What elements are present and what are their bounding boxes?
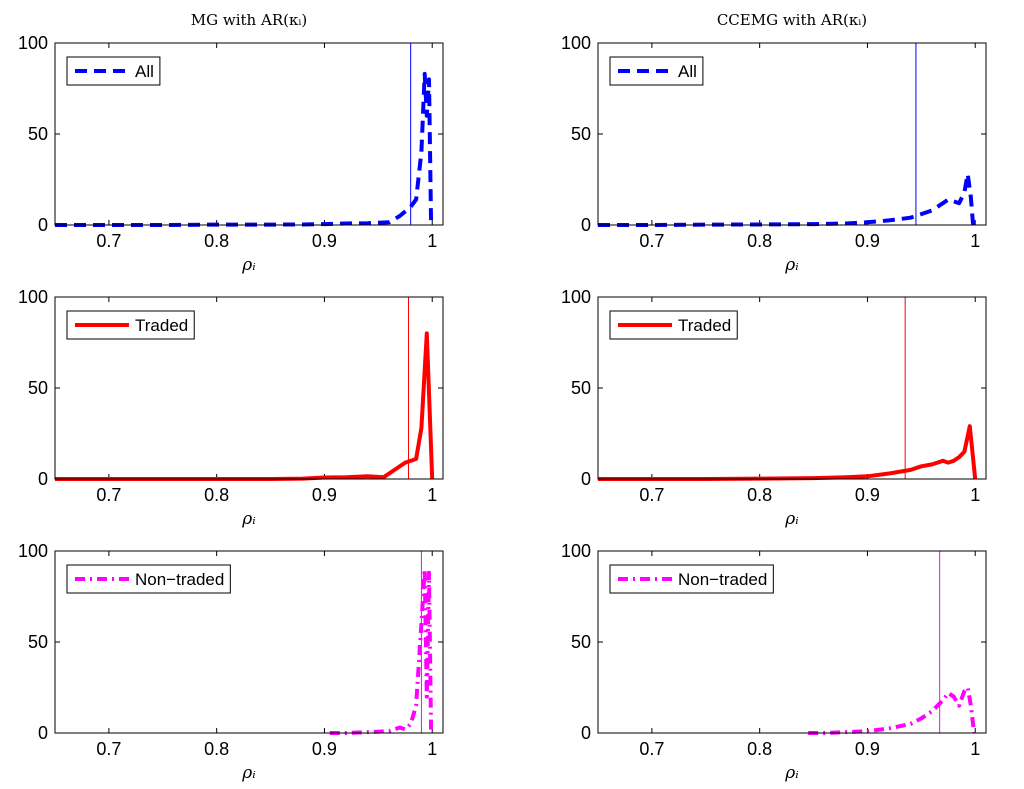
- x-tick-label: 0.9: [855, 739, 880, 759]
- series-line-non-traded: [808, 685, 977, 735]
- x-tick-label: 1: [427, 231, 437, 251]
- x-axis-label: ρᵢ: [241, 255, 255, 275]
- y-tick-label: 100: [561, 287, 591, 307]
- axes-frame: [597, 296, 987, 480]
- x-axis-label: ρᵢ: [241, 509, 255, 529]
- legend: Traded: [66, 310, 195, 340]
- x-axis-label: ρᵢ: [784, 763, 798, 783]
- legend-box: [66, 564, 231, 594]
- x-tick-label: 1: [970, 739, 980, 759]
- y-tick-label: 0: [38, 723, 48, 743]
- x-tick-label: 0.9: [312, 485, 337, 505]
- y-tick-label: 0: [581, 215, 591, 235]
- column-title-ccemg: CCEMG with AR(κᵢ): [717, 11, 867, 29]
- legend-label: All: [135, 62, 154, 81]
- column-title-mg: MG with AR(κᵢ): [191, 11, 307, 29]
- series-line-non-traded: [329, 567, 434, 735]
- x-tick-label: 0.8: [204, 485, 229, 505]
- legend: Non−traded: [66, 564, 231, 594]
- y-tick-label: 100: [18, 33, 48, 53]
- x-tick-label: 0.8: [747, 231, 772, 251]
- legend-label: Non−traded: [135, 570, 224, 589]
- y-tick-label: 0: [38, 469, 48, 489]
- legend: Traded: [609, 310, 738, 340]
- x-tick-label: 0.7: [639, 485, 664, 505]
- x-tick-label: 0.7: [96, 485, 121, 505]
- y-tick-label: 50: [571, 378, 591, 398]
- y-tick-label: 50: [571, 632, 591, 652]
- x-tick-label: 0.8: [204, 231, 229, 251]
- y-tick-label: 50: [28, 632, 48, 652]
- x-tick-label: 1: [970, 231, 980, 251]
- legend-box: [609, 564, 774, 594]
- x-tick-label: 0.9: [855, 231, 880, 251]
- x-tick-label: 0.7: [96, 739, 121, 759]
- x-axis-label: ρᵢ: [241, 763, 255, 783]
- x-tick-label: 0.7: [96, 231, 121, 251]
- panel-mg-all: 0.7 0.8 0.9 1 0 50 100 ρᵢ All: [18, 33, 444, 275]
- y-tick-label: 100: [561, 541, 591, 561]
- x-axis-label: ρᵢ: [784, 255, 798, 275]
- panel-ccemg-all: 0.7 0.8 0.9 1 0 50 100 ρᵢ All: [561, 33, 987, 275]
- x-tick-label: 0.9: [855, 485, 880, 505]
- x-tick-label: 0.7: [639, 739, 664, 759]
- y-tick-label: 50: [28, 378, 48, 398]
- x-tick-label: 0.8: [747, 485, 772, 505]
- x-tick-label: 0.8: [204, 739, 229, 759]
- x-tick-label: 0.7: [639, 231, 664, 251]
- x-tick-label: 0.9: [312, 231, 337, 251]
- x-axis-label: ρᵢ: [784, 509, 798, 529]
- panel-ccemg-non-traded: 0.7 0.8 0.9 1 0 50 100 ρᵢ Non−traded: [561, 541, 987, 783]
- x-tick-label: 0.9: [312, 739, 337, 759]
- legend-label: All: [678, 62, 697, 81]
- x-tick-label: 1: [427, 739, 437, 759]
- y-tick-label: 50: [28, 124, 48, 144]
- panel-mg-non-traded: 0.7 0.8 0.9 1 0 50 100 ρᵢ Non−traded: [18, 541, 444, 783]
- y-tick-label: 0: [38, 215, 48, 235]
- axes-frame: [597, 42, 987, 226]
- y-tick-label: 100: [18, 287, 48, 307]
- x-tick-label: 1: [427, 485, 437, 505]
- legend-label: Traded: [135, 316, 188, 335]
- y-tick-label: 100: [561, 33, 591, 53]
- legend-label: Non−traded: [678, 570, 767, 589]
- y-tick-label: 0: [581, 723, 591, 743]
- y-tick-label: 100: [18, 541, 48, 561]
- legend: All: [609, 56, 704, 86]
- panel-mg-traded: 0.7 0.8 0.9 1 0 50 100 ρᵢ Traded: [18, 287, 444, 529]
- legend: All: [66, 56, 161, 86]
- y-tick-label: 50: [571, 124, 591, 144]
- x-tick-label: 0.8: [747, 739, 772, 759]
- y-tick-label: 0: [581, 469, 591, 489]
- axes-frame: [54, 550, 444, 734]
- axes-frame: [54, 42, 444, 226]
- x-tick-label: 1: [970, 485, 980, 505]
- legend: Non−traded: [609, 564, 774, 594]
- axes-frame: [597, 550, 987, 734]
- panel-ccemg-traded: 0.7 0.8 0.9 1 0 50 100 ρᵢ Traded: [561, 287, 987, 529]
- axes-frame: [54, 296, 444, 480]
- legend-label: Traded: [678, 316, 731, 335]
